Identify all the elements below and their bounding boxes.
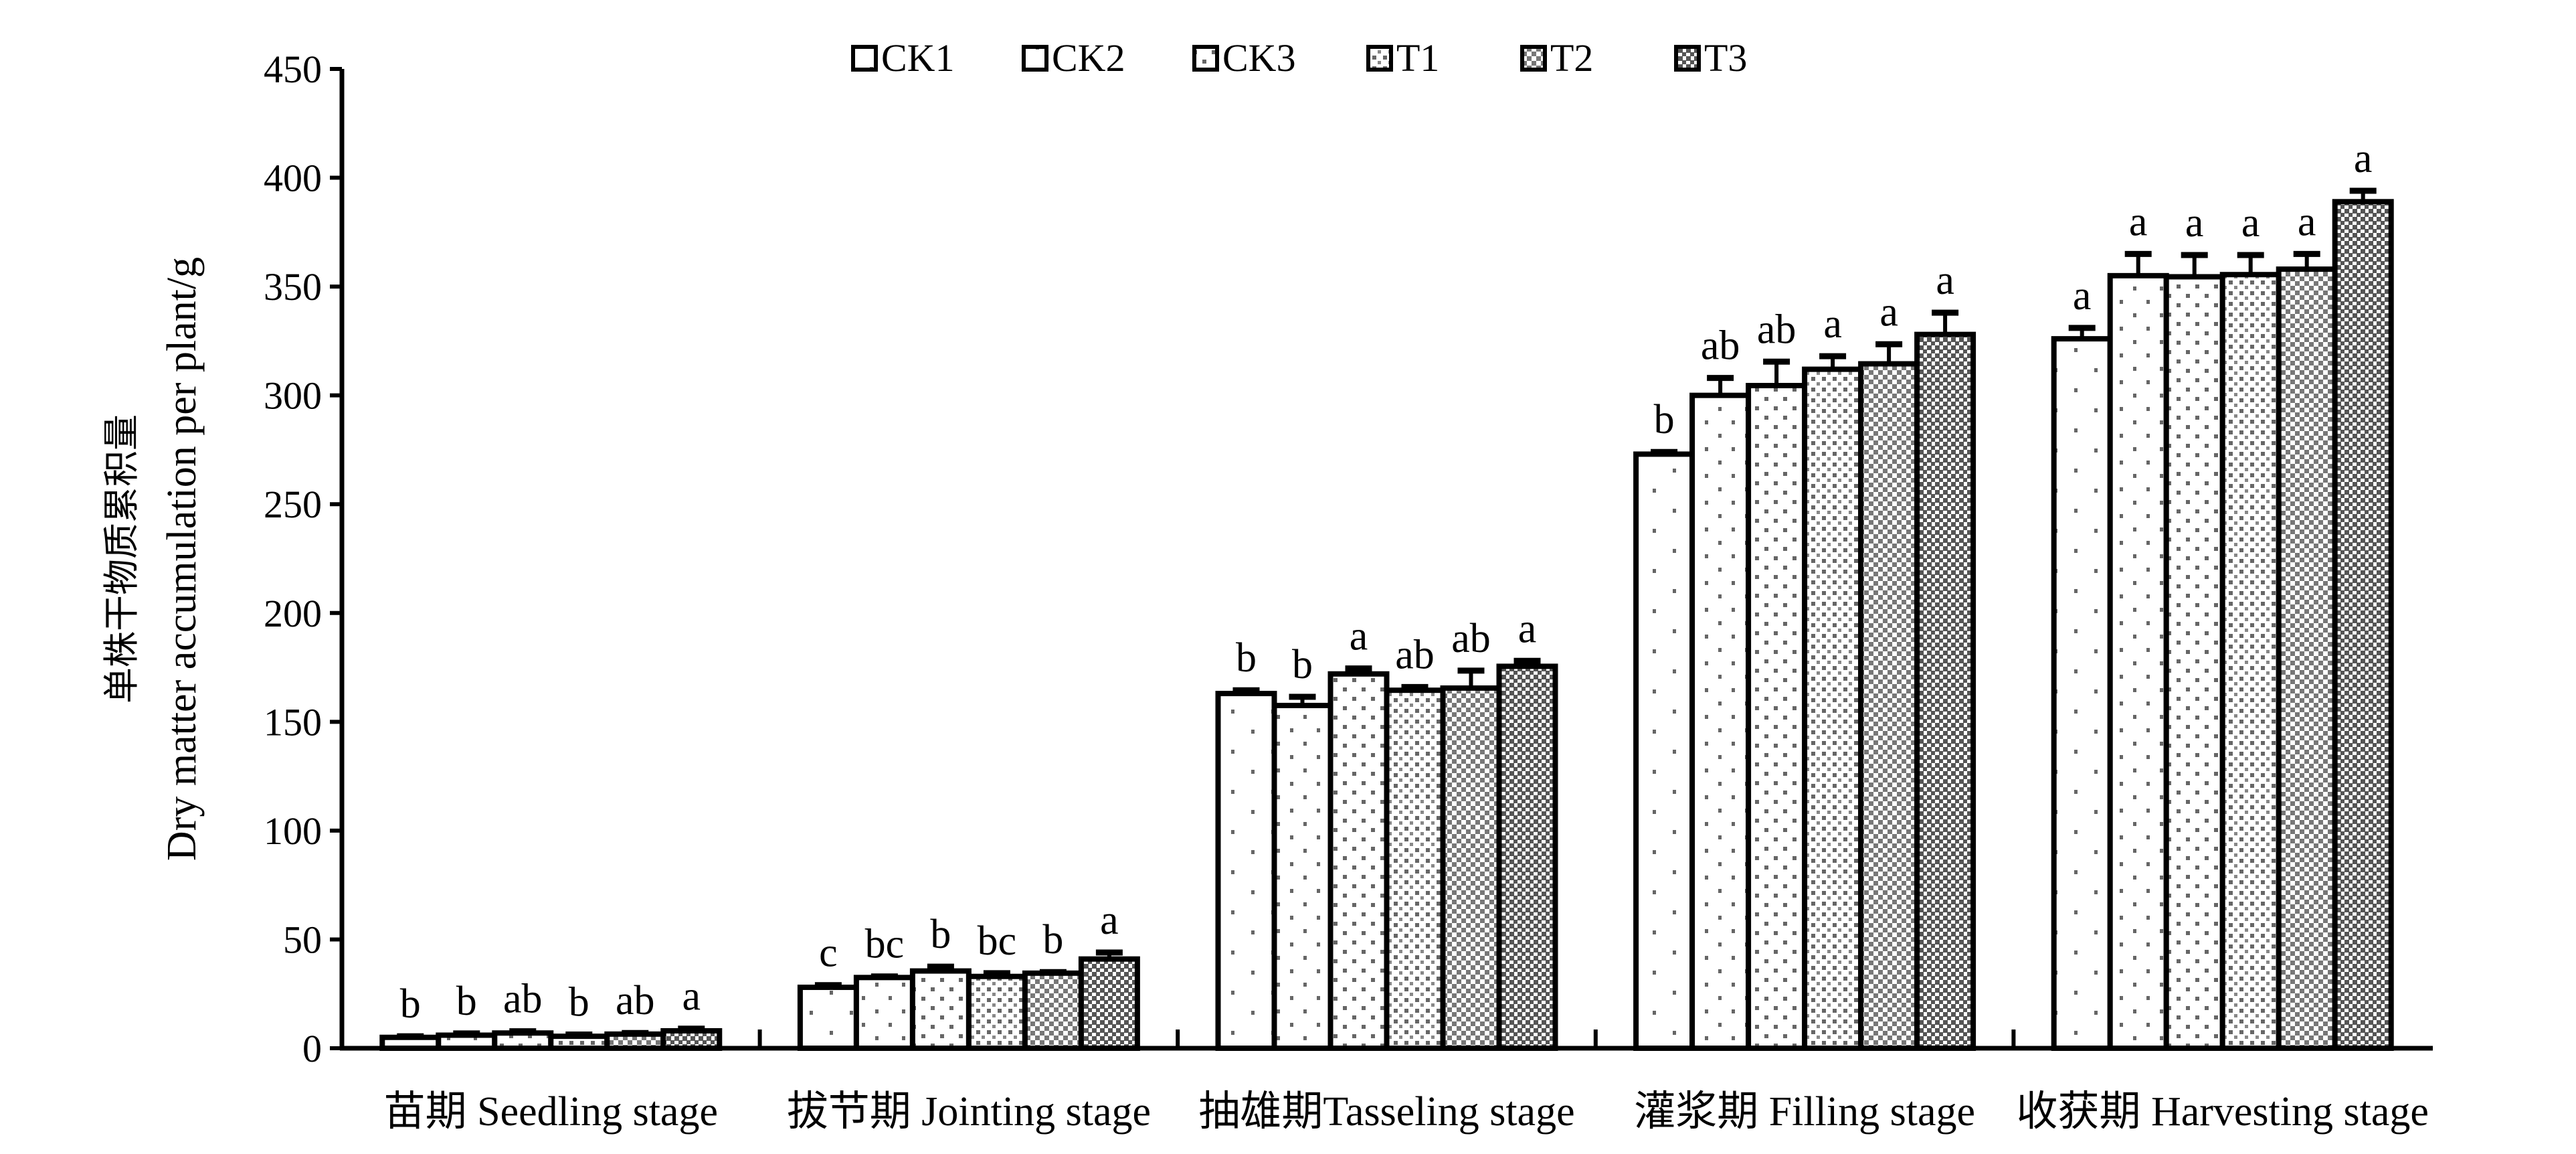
y-tick-label: 400 — [264, 157, 322, 200]
significance-letter: ab — [503, 977, 543, 1022]
significance-letter: b — [1654, 397, 1675, 442]
bar-t2 — [2276, 266, 2338, 1052]
significance-letter: bc — [865, 922, 905, 967]
significance-letter: a — [682, 974, 701, 1019]
x-tick-label: 苗期 Seedling stage — [384, 1089, 718, 1135]
legend-swatch-t2 — [1520, 45, 1547, 72]
legend-label: CK3 — [1222, 36, 1296, 80]
bar-ck1 — [1215, 691, 1277, 1051]
bar-t1 — [1802, 366, 1864, 1051]
significance-letter: ab — [1757, 307, 1797, 352]
significance-letter: ab — [1451, 616, 1491, 661]
y-tick-label: 100 — [264, 809, 322, 853]
bar-ck3 — [909, 968, 972, 1052]
bar-ck1 — [797, 984, 859, 1051]
significance-letter: a — [2185, 200, 2204, 246]
significance-letter: b — [930, 912, 951, 957]
significance-letter: a — [2354, 136, 2373, 181]
legend-swatch-ck3 — [1192, 45, 1219, 72]
y-tick-label: 200 — [264, 592, 322, 635]
significance-letter: b — [1236, 635, 1257, 681]
bar-ck3 — [2163, 274, 2225, 1052]
legend-label: CK2 — [1052, 36, 1125, 80]
significance-letter: a — [2129, 199, 2148, 244]
bar-t3 — [660, 1027, 723, 1051]
bar-ck1 — [2051, 336, 2113, 1051]
bar-ck3 — [1746, 383, 1808, 1051]
significance-letter: b — [1042, 917, 1063, 963]
legend-label: T2 — [1550, 36, 1593, 80]
significance-letter: ab — [616, 978, 655, 1023]
bar-t3 — [1914, 331, 1976, 1052]
bar-t1 — [965, 973, 1028, 1052]
bar-ck1 — [1633, 451, 1695, 1051]
bar-ck3 — [1327, 671, 1390, 1051]
significance-letter: b — [569, 980, 589, 1025]
y-axis-label-cn: 单株干物质累积量 — [102, 414, 142, 704]
legend-swatch-ck2 — [1022, 45, 1048, 72]
y-axis-title: 单株干物质累积量 Dry matter accumulation per pla… — [102, 257, 205, 861]
bar-t2 — [1022, 970, 1084, 1051]
significance-letter: a — [1350, 614, 1368, 659]
bar-t1 — [1384, 687, 1446, 1052]
bar-t2 — [1440, 685, 1502, 1052]
legend-swatch-t3 — [1674, 45, 1701, 72]
y-tick-label: 50 — [283, 918, 322, 961]
legend-swatch-ck1 — [851, 45, 878, 72]
legend-label: T3 — [1704, 36, 1747, 80]
bar-t3 — [1496, 663, 1558, 1051]
significance-letter: a — [2241, 200, 2260, 246]
legend-swatch-t1 — [1366, 45, 1393, 72]
significance-letter: bc — [978, 918, 1017, 964]
significance-letter: b — [400, 981, 421, 1027]
significance-letter: ab — [1395, 632, 1435, 677]
significance-letter: ab — [1701, 323, 1740, 369]
significance-letter: a — [1879, 289, 1898, 335]
bar-t3 — [1078, 956, 1140, 1052]
significance-letter: a — [1518, 606, 1537, 651]
bar-t1 — [2219, 272, 2282, 1052]
significance-letter: a — [2298, 199, 2316, 244]
y-tick-label: 350 — [264, 265, 322, 309]
legend-label: CK1 — [881, 36, 955, 80]
y-tick-label: 250 — [264, 483, 322, 526]
x-tick-label: 抽雄期Tasseling stage — [1198, 1089, 1574, 1135]
y-ticks: 0 50 100 150 200 250 300 350 400 450 — [264, 48, 342, 1070]
bar-ck2 — [1689, 392, 1752, 1051]
bar-t2 — [1858, 361, 1920, 1051]
bar-ck2 — [1271, 702, 1333, 1051]
significance-letter: b — [456, 979, 477, 1024]
y-tick-label: 150 — [264, 700, 322, 744]
axes-layer — [339, 69, 2433, 1051]
y-tick-label: 300 — [264, 374, 322, 418]
significance-letter: a — [1823, 301, 1842, 347]
legend: CK1 CK2 CK3 T1 T2 T3 — [851, 36, 1747, 80]
y-tick-label: 450 — [264, 48, 322, 91]
y-tick-label: 0 — [302, 1027, 322, 1070]
bar-ck2 — [853, 975, 915, 1051]
significance-letter: a — [1100, 898, 1119, 943]
legend-label: T1 — [1396, 36, 1439, 80]
x-tick-label: 灌浆期 Filling stage — [1634, 1089, 1975, 1135]
y-axis-label: Dry matter accumulation per plant/g — [159, 257, 205, 861]
bar-ck2 — [2107, 272, 2169, 1051]
x-tick-label: 拔节期 Jointing stage — [787, 1089, 1151, 1135]
significance-letter: a — [1936, 258, 1954, 303]
bar-t3 — [2332, 199, 2394, 1052]
x-tick-label: 收获期 Harvesting stage — [2016, 1089, 2428, 1135]
significance-letter: b — [1292, 642, 1313, 687]
significance-letter: a — [2073, 273, 2092, 319]
significance-letter: c — [819, 930, 838, 976]
x-tick-labels: 苗期 Seedling stage 拔节期 Jointing stage 抽雄期Ta… — [384, 1029, 2429, 1135]
